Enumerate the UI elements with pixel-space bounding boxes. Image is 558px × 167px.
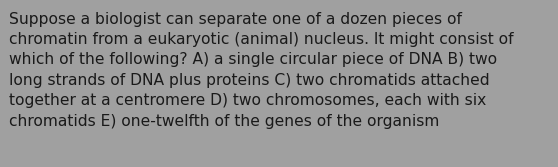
Text: Suppose a biologist can separate one of a dozen pieces of
chromatin from a eukar: Suppose a biologist can separate one of … <box>9 12 513 129</box>
